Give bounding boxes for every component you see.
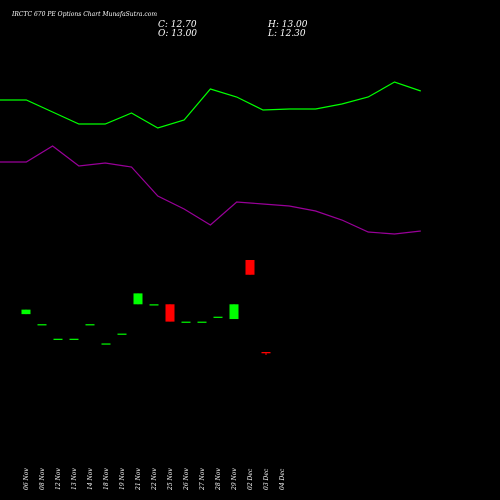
candle-body bbox=[37, 324, 47, 326]
candle-body bbox=[213, 316, 223, 318]
x-tick-label: 12 Nov bbox=[55, 468, 62, 490]
indicator-lines bbox=[0, 81, 421, 235]
x-tick-label: 04 Dec bbox=[279, 468, 286, 490]
candle-body bbox=[117, 333, 127, 335]
x-tick-label: 29 Nov bbox=[231, 468, 238, 491]
candlesticks bbox=[21, 260, 271, 355]
x-tick-label: 26 Nov bbox=[183, 468, 190, 491]
open-value: O: 13.00 bbox=[158, 29, 197, 39]
high-value: H: 13.00 bbox=[267, 20, 308, 30]
chart-title: IRCTC 670 PE Options Chart MunafaSutra.c… bbox=[11, 11, 157, 18]
x-tick-label: 06 Nov bbox=[23, 468, 30, 490]
x-tick-label: 27 Nov bbox=[199, 468, 206, 491]
x-axis-ticks: 06 Nov 08 Nov 12 Nov 13 Nov 14 Nov 18 Nov 19 N… bbox=[23, 468, 286, 491]
candle-body bbox=[197, 321, 207, 323]
candle-body bbox=[149, 304, 159, 306]
x-tick-label: 22 Nov bbox=[151, 468, 158, 491]
candle-body bbox=[85, 324, 95, 326]
x-tick-label: 25 Nov bbox=[167, 468, 174, 491]
candle-body bbox=[165, 304, 175, 322]
close-value: C: 12.70 bbox=[158, 20, 197, 30]
candle-body bbox=[133, 293, 143, 305]
candle-body bbox=[181, 321, 191, 323]
candle-body bbox=[261, 352, 271, 354]
x-tick-label: 18 Nov bbox=[103, 468, 110, 490]
x-tick-label: 03 Dec bbox=[263, 468, 270, 490]
x-tick-label: 19 Nov bbox=[119, 468, 126, 490]
x-tick-label: 21 Nov bbox=[135, 468, 142, 491]
x-tick-label: 14 Nov bbox=[87, 468, 94, 490]
candle-body bbox=[53, 338, 63, 340]
candle-body bbox=[229, 304, 239, 320]
x-tick-label: 13 Nov bbox=[71, 468, 78, 490]
candle-body bbox=[69, 338, 79, 340]
candle-body bbox=[21, 309, 31, 315]
x-tick-label: 02 Dec bbox=[247, 468, 254, 490]
low-value: L: 12.30 bbox=[267, 29, 306, 39]
candle-body bbox=[101, 343, 111, 345]
x-tick-label: 28 Nov bbox=[215, 468, 222, 491]
candle-body bbox=[245, 260, 255, 275]
lower-indicator-line bbox=[0, 145, 421, 235]
upper-indicator-line bbox=[0, 81, 421, 129]
x-tick-label: 08 Nov bbox=[39, 468, 46, 490]
